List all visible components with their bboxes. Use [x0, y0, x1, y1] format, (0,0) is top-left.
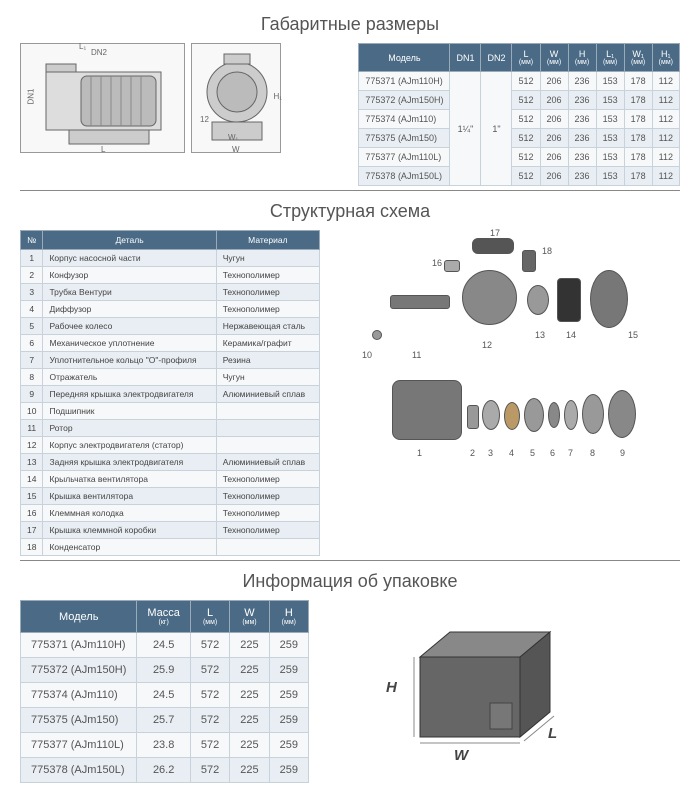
dim-row: 775372 (AJm150H)512206236153178112	[359, 91, 680, 110]
dim-row: 775378 (AJm150L)512206236153178112	[359, 167, 680, 186]
dim-row: 775377 (AJm110L)512206236153178112	[359, 148, 680, 167]
dim-header: H(мм)	[568, 44, 596, 72]
dimensions-table: МодельDN1DN2L(мм)W(мм)H(мм)L₁(мм)W₁(мм)H…	[358, 43, 680, 186]
callout-1: 1	[417, 448, 422, 458]
parts-row: 11Ротор	[21, 420, 320, 437]
pack-header: W(мм)	[230, 601, 269, 633]
dim-header: L(мм)	[512, 44, 540, 72]
box-label-H: H	[386, 679, 397, 696]
callout-8: 8	[590, 448, 595, 458]
box-label-L: L	[548, 725, 557, 742]
dim-W1: W₁	[228, 133, 238, 142]
callout-13: 13	[535, 330, 545, 340]
dim-corner: 12	[200, 115, 209, 124]
box-label-W: W	[454, 747, 468, 764]
pack-row: 775375 (AJm150)25.7572225259	[21, 708, 309, 733]
callout-4: 4	[509, 448, 514, 458]
dim-header: DN2	[481, 44, 512, 72]
parts-row: 5Рабочее колесоНержавеющая сталь	[21, 318, 320, 335]
dim-row: 775371 (AJm110H)1¼"1"512206236153178112	[359, 72, 680, 91]
pack-row: 775378 (AJm150L)26.2572225259	[21, 758, 309, 783]
parts-row: 18Конденсатор	[21, 539, 320, 556]
pack-header: L(мм)	[190, 601, 229, 633]
parts-row: 3Трубка ВентуриТехнополимер	[21, 284, 320, 301]
package-box-diagram: H W L	[390, 617, 680, 767]
dim-header: L₁(мм)	[596, 44, 624, 72]
callout-11: 11	[412, 350, 421, 360]
parts-row: 14Крыльчатка вентилятораТехнополимер	[21, 471, 320, 488]
pack-row: 775372 (AJm150H)25.9572225259	[21, 658, 309, 683]
divider-1	[20, 190, 680, 191]
parts-row: 8ОтражательЧугун	[21, 369, 320, 386]
callout-16: 16	[432, 258, 442, 268]
dim-header: W₁(мм)	[624, 44, 652, 72]
dim-L: L	[101, 145, 105, 154]
dim-row: 775374 (AJm110)512206236153178112	[359, 110, 680, 129]
parts-row: 16Клеммная колодкаТехнополимер	[21, 505, 320, 522]
pack-header: Модель	[21, 601, 137, 633]
callout-5: 5	[530, 448, 535, 458]
dim-header: W(мм)	[540, 44, 568, 72]
packaging-table: МодельМасса(кг)L(мм)W(мм)H(мм) 775371 (A…	[20, 600, 309, 783]
parts-header: №	[21, 231, 43, 250]
pump-drawings: L₁ L DN1 DN2 W W₁ H₁ 12	[20, 43, 346, 153]
section2-title: Структурная схема	[20, 201, 680, 222]
section1-title: Габаритные размеры	[20, 14, 680, 35]
dim-header: Модель	[359, 44, 450, 72]
parts-row: 13Задняя крышка электродвигателяАлюминие…	[21, 454, 320, 471]
parts-row: 7Уплотнительное кольцо "О"-профиляРезина	[21, 352, 320, 369]
callout-6: 6	[550, 448, 555, 458]
parts-row: 1Корпус насосной частиЧугун	[21, 250, 320, 267]
parts-table: №ДетальМатериал 1Корпус насосной частиЧу…	[20, 230, 320, 556]
parts-row: 12Корпус электродвигателя (статор)	[21, 437, 320, 454]
dim-header: H₁(мм)	[652, 44, 679, 72]
callout-10: 10	[362, 350, 372, 360]
parts-row: 9Передняя крышка электродвигателяАлюмини…	[21, 386, 320, 403]
exploded-view: 1 2 3 4 5 6 7 8 9 10 11 12 13 14 15 16 1…	[332, 230, 680, 460]
dim-L1: L₁	[79, 42, 86, 51]
callout-14: 14	[566, 330, 576, 340]
parts-row: 2КонфузорТехнополимер	[21, 267, 320, 284]
parts-header: Деталь	[43, 231, 216, 250]
callout-15: 15	[628, 330, 638, 340]
pack-row: 775377 (AJm110L)23.8572225259	[21, 733, 309, 758]
parts-row: 17Крышка клеммной коробкиТехнополимер	[21, 522, 320, 539]
dim-row: 775375 (AJm150)512206236153178112	[359, 129, 680, 148]
dim-header: DN1	[450, 44, 481, 72]
dim-DN2: DN2	[91, 48, 107, 57]
divider-2	[20, 560, 680, 561]
callout-12: 12	[482, 340, 492, 350]
pump-front-view: W W₁ H₁ 12	[191, 43, 281, 153]
pack-header: H(мм)	[269, 601, 308, 633]
parts-row: 10Подшипник	[21, 403, 320, 420]
callout-7: 7	[568, 448, 573, 458]
dim-W: W	[232, 145, 240, 154]
pack-header: Масса(кг)	[137, 601, 191, 633]
callout-18: 18	[542, 246, 552, 256]
callout-9: 9	[620, 448, 625, 458]
dim-DN1: DN1	[27, 88, 36, 104]
parts-header: Материал	[216, 231, 319, 250]
callout-17: 17	[490, 228, 500, 238]
pack-row: 775371 (AJm110H)24.5572225259	[21, 633, 309, 658]
pump-side-view: L₁ L DN1 DN2	[20, 43, 185, 153]
section3-title: Информация об упаковке	[20, 571, 680, 592]
parts-row: 4ДиффузорТехнополимер	[21, 301, 320, 318]
callout-3: 3	[488, 448, 493, 458]
dim-H1: H₁	[274, 92, 282, 101]
parts-row: 15Крышка вентилятораТехнополимер	[21, 488, 320, 505]
parts-row: 6Механическое уплотнениеКерамика/графит	[21, 335, 320, 352]
callout-2: 2	[470, 448, 475, 458]
